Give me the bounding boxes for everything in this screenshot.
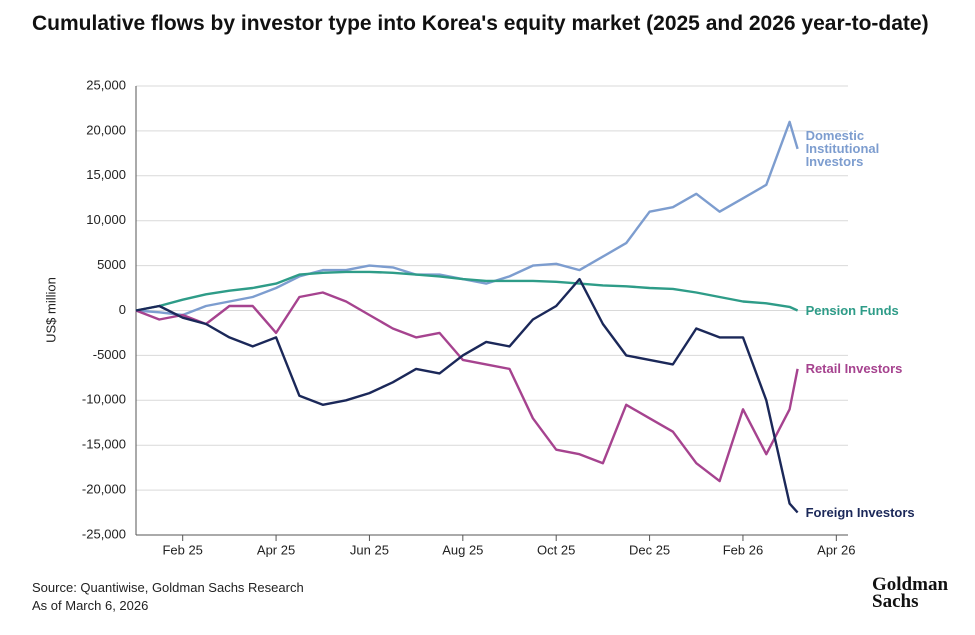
y-tick-label: 15,000 (86, 167, 126, 182)
x-tick-label: Feb 25 (162, 542, 202, 557)
series-line (135, 291, 799, 483)
series-label: Pension Funds (805, 303, 899, 318)
chart-title: Cumulative flows by investor type into K… (32, 12, 929, 35)
y-tick-label: 0 (119, 302, 126, 317)
series-line (135, 120, 799, 317)
y-tick-label: -10,000 (82, 392, 126, 407)
y-tick-label: 5000 (97, 257, 126, 272)
x-tick-label: Dec 25 (629, 542, 670, 557)
x-tick-label: Jun 25 (350, 542, 389, 557)
x-tick-label: Oct 25 (537, 542, 575, 557)
y-tick-label: -5000 (93, 347, 126, 362)
y-tick-label: -15,000 (82, 437, 126, 452)
series-label: Domestic Institutional Investors (805, 128, 880, 170)
x-tick-label: Apr 26 (817, 542, 855, 557)
y-tick-label: 10,000 (86, 212, 126, 227)
y-axis-label: US$ million (43, 277, 58, 343)
y-tick-label: 20,000 (86, 122, 126, 137)
series-line (135, 277, 799, 514)
series-label: Foreign Investors (805, 505, 915, 521)
series-line (135, 270, 799, 312)
y-tick-label: -20,000 (82, 482, 126, 497)
series-label: Retail Investors (805, 361, 903, 377)
x-tick-label: Feb 26 (723, 542, 763, 557)
y-tick-label: 25,000 (86, 77, 126, 92)
source: Source: Quantiwise, Goldman Sachs Resear… (32, 580, 304, 595)
note: As of March 6, 2026 (32, 598, 149, 613)
logo: Goldman Sachs (872, 574, 949, 612)
x-tick-label: Aug 25 (442, 542, 483, 557)
x-tick-label: Apr 25 (257, 542, 295, 557)
y-tick-label: -25,000 (82, 526, 126, 541)
